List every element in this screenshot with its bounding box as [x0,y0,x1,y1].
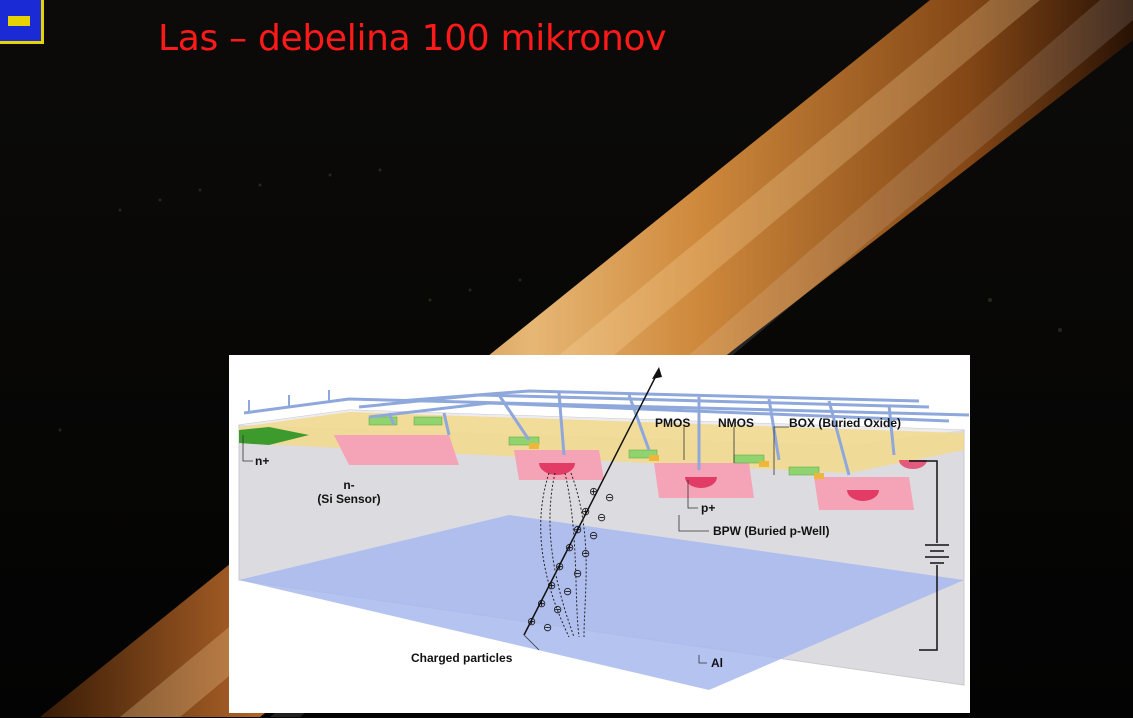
svg-text:⊖: ⊖ [553,603,562,616]
label-al: Al [711,656,723,670]
label-pmos: PMOS [655,416,691,430]
svg-text:⊕: ⊕ [581,505,590,518]
logo-corner [0,0,44,44]
well-1 [334,435,459,465]
label-n-minus: n- [343,478,355,492]
svg-text:⊖: ⊖ [573,567,582,580]
slide-title: Las – debelina 100 mikronov [158,18,667,59]
svg-text:⊖: ⊖ [589,529,598,542]
svg-text:⊕: ⊕ [589,485,598,498]
n-plus-implant [239,427,309,445]
svg-text:⊖: ⊖ [597,511,606,524]
label-si-sensor: (Si Sensor) [317,492,381,506]
svg-text:⊖: ⊖ [581,547,590,560]
al-layer [239,515,964,690]
sensor-diagram: ⊕ ⊖ ⊕ ⊖ ⊕ ⊖ ⊕ ⊖ ⊕ ⊖ ⊕ ⊖ ⊕ ⊖ ⊕ ⊖ [229,355,970,713]
label-p-plus: p+ [701,501,716,515]
svg-text:⊕: ⊕ [537,597,546,610]
svg-text:⊖: ⊖ [563,585,572,598]
svg-text:⊕: ⊕ [565,541,574,554]
label-nmos: NMOS [718,416,754,430]
label-charged-particles: Charged particles [411,651,513,665]
particle-arrow-head [652,367,662,379]
sensor-cross-section: ⊕ ⊖ ⊕ ⊖ ⊕ ⊖ ⊕ ⊖ ⊕ ⊖ ⊕ ⊖ ⊕ ⊖ ⊕ ⊖ [238,367,970,690]
label-n-plus: n+ [255,454,270,468]
svg-text:⊕: ⊕ [527,615,536,628]
particle-track [523,369,660,636]
svg-text:⊖: ⊖ [543,621,552,634]
svg-text:⊕: ⊕ [555,560,564,573]
svg-text:⊖: ⊖ [605,491,614,504]
svg-text:⊕: ⊕ [547,579,556,592]
svg-text:⊕: ⊕ [573,523,582,536]
label-bpw: BPW (Buried p-Well) [713,524,830,538]
label-box: BOX (Buried Oxide) [789,416,902,430]
